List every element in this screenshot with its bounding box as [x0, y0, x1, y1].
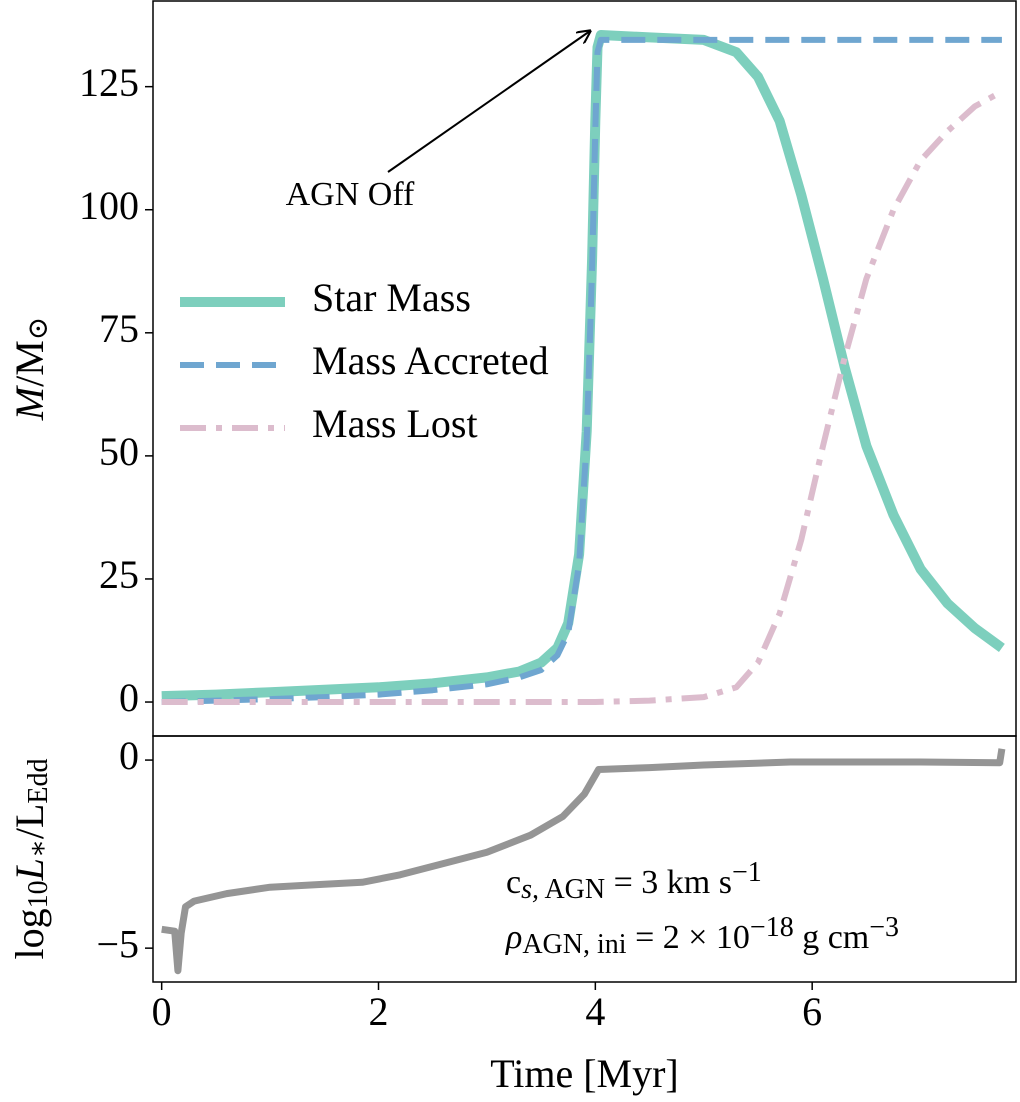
text-part: ρ [505, 919, 522, 956]
y-tick-label: 0 [119, 733, 139, 778]
plot-lines [161, 30, 1005, 705]
annotation: AGN Off [286, 176, 415, 213]
y-tick-label: 25 [99, 552, 139, 597]
text-part: AGN [539, 874, 605, 905]
text-part: 10 [23, 880, 54, 908]
y-tick-label: −5 [96, 921, 139, 966]
x-tick-label: 2 [369, 989, 389, 1034]
x-axis-label: Time [Myr] [490, 1051, 679, 1096]
series-line [161, 36, 1002, 705]
y-tick-label: 0 [119, 675, 139, 720]
text-box-line: ρAGN, ini = 2 × 10−18 g cm−3 [505, 912, 899, 960]
y-tick-label: 100 [79, 183, 139, 228]
series-line [161, 88, 1004, 705]
y-tick-label: 50 [99, 429, 139, 474]
series-line [161, 30, 1005, 702]
text-part: Edd [23, 758, 54, 803]
y-tick-label: 75 [99, 306, 139, 351]
text-part: c [506, 864, 521, 901]
text-part: s, [521, 874, 539, 905]
text-part: ∗ [23, 839, 54, 858]
series-line [161, 748, 1006, 975]
text-part: M [7, 384, 52, 421]
text-part: L [7, 858, 52, 881]
text-part: = 3 km s [605, 864, 732, 901]
legend-label: Star Mass [312, 275, 471, 320]
y-axis-label: log10L∗/LEdd [7, 758, 53, 959]
annotation-arrow [387, 31, 590, 173]
text-part: AGN, ini [522, 929, 626, 960]
text-part: −18 [750, 912, 794, 943]
text-part: −3 [869, 912, 899, 943]
x-tick-label: 4 [585, 989, 605, 1034]
text-part: /M [7, 340, 52, 387]
text-part: g cm [794, 919, 870, 956]
y-axis-label: M/M⊙ [7, 317, 53, 421]
text-part: ⊙ [23, 317, 54, 340]
text-part: /L [7, 804, 52, 840]
y-tick-label: 125 [79, 60, 139, 105]
text-part: −1 [732, 857, 762, 888]
x-tick-label: 0 [152, 989, 172, 1034]
legend-label: Mass Accreted [312, 338, 549, 383]
legend-label: Mass Lost [312, 401, 478, 446]
text-part: = 2 × 10 [627, 919, 750, 956]
text-box-line: cs, AGN = 3 km s−1 [506, 857, 762, 905]
axes-frame [152, 735, 1017, 983]
plot-lines [161, 748, 1006, 975]
text-part: log [7, 908, 52, 959]
x-tick-label: 6 [802, 989, 822, 1034]
